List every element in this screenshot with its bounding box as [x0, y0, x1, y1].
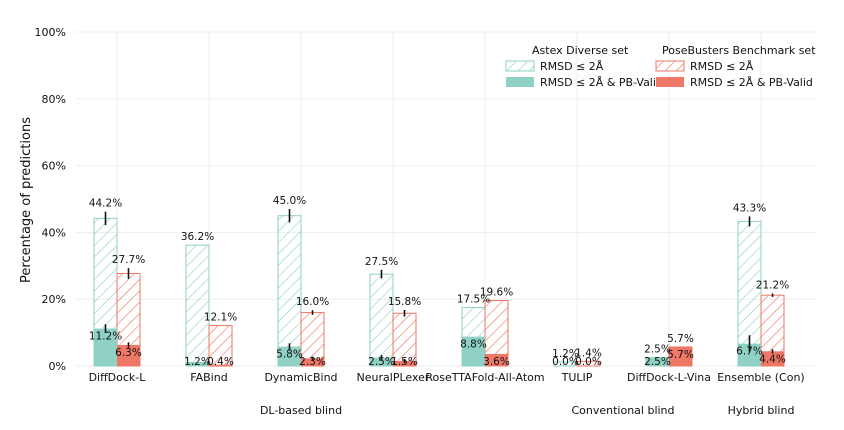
y-tick-label: 100%: [35, 26, 66, 39]
y-axis: 0% 20% 40% 60% 80% 100%: [35, 26, 66, 373]
value-label-astex-pbvalid: 2.5%: [368, 356, 395, 368]
value-label-pb-pbvalid: 2.3%: [299, 356, 326, 368]
value-label-pb-rmsd: 15.8%: [388, 296, 421, 308]
bar-astex-pbvalid: [186, 361, 209, 366]
value-label-pb-rmsd: 21.2%: [756, 280, 789, 292]
bar-astex-pbvalid: [370, 357, 393, 366]
legend-swatch-pb-pbvalid: [656, 77, 684, 87]
value-label-astex-rmsd: 27.5%: [365, 256, 398, 268]
legend-header-pb: PoseBusters Benchmark set: [662, 44, 816, 57]
bars: [93, 215, 785, 367]
value-label-astex-rmsd: 2.5%: [644, 344, 671, 356]
value-label-astex-rmsd: 17.5%: [457, 294, 490, 306]
bar-pb-pbvalid: [393, 360, 416, 366]
value-label-astex-rmsd: 1.2%: [552, 348, 579, 360]
y-tick-label: 0%: [49, 360, 66, 373]
x-tick-label: FABind: [190, 371, 227, 384]
value-label-pb-pbvalid: 0.4%: [207, 356, 234, 368]
bar-astex-rmsd: [369, 273, 394, 367]
legend-label-pb-rmsd: RMSD ≤ 2Å: [690, 60, 754, 73]
bar-astex-pbvalid: [738, 343, 761, 366]
value-label-pb-rmsd: 1.4%: [575, 347, 602, 359]
group-label: Hybrid blind: [728, 404, 795, 417]
x-tick-label: RoseTTAFold-All-Atom: [425, 371, 544, 384]
value-label-astex-pbvalid: 11.2%: [89, 331, 122, 343]
value-label-pb-pbvalid: 5.7%: [667, 349, 694, 361]
legend-label-pb-pbvalid: RMSD ≤ 2Å & PB-Valid: [690, 76, 813, 89]
y-tick-label: 60%: [42, 160, 66, 173]
x-tick-label: DiffDock-L: [89, 371, 147, 384]
value-label-astex-pbvalid: 2.5%: [644, 356, 671, 368]
value-label-pb-pbvalid: 1.5%: [391, 356, 418, 368]
legend-header-astex: Astex Diverse set: [532, 44, 629, 57]
legend-label-astex-pbvalid: RMSD ≤ 2Å & PB-Valid: [540, 76, 663, 89]
legend: Astex Diverse set PoseBusters Benchmark …: [505, 44, 816, 89]
x-tick-label: DiffDock-L-Vina: [627, 371, 711, 384]
value-label-pb-rmsd: 19.6%: [480, 287, 513, 299]
value-label-astex-rmsd: 43.3%: [733, 202, 766, 214]
bar-pb-pbvalid: [485, 353, 508, 366]
bar-pb-pbvalid: [209, 364, 232, 366]
legend-swatch-astex-pbvalid: [506, 77, 534, 87]
value-label-pb-pbvalid: 0.0%: [575, 356, 602, 368]
legend-swatch-astex-rmsd: [505, 60, 535, 72]
bar-pb-pbvalid: [117, 344, 140, 366]
bar-astex-pbvalid: [646, 357, 669, 366]
value-label-pb-rmsd: 16.0%: [296, 296, 329, 308]
value-label-astex-pbvalid: 5.8%: [276, 349, 303, 361]
value-label-pb-pbvalid: 3.6%: [483, 356, 510, 368]
value-label-astex-pbvalid: 8.8%: [460, 339, 487, 351]
bar-astex-rmsd: [185, 244, 210, 367]
bar-pb-rmsd: [576, 360, 601, 367]
y-axis-title: Percentage of predictions: [19, 117, 34, 283]
value-label-astex-pbvalid: 1.2%: [184, 356, 211, 368]
value-label-astex-pbvalid: 6.7%: [736, 346, 763, 358]
value-label-pb-rmsd: 5.7%: [667, 333, 694, 345]
value-label-pb-pbvalid: 6.3%: [115, 347, 142, 359]
value-label-astex-rmsd: 36.2%: [181, 231, 214, 243]
value-label-pb-rmsd: 27.7%: [112, 254, 145, 266]
bar-pb-pbvalid: [669, 346, 692, 366]
bar-pb-pbvalid: [301, 358, 324, 366]
value-label-astex-rmsd: 44.2%: [89, 198, 122, 210]
y-tick-label: 20%: [42, 293, 66, 306]
bar-astex-pbvalid: [462, 336, 485, 366]
value-label-pb-rmsd: 12.1%: [204, 312, 237, 324]
value-label-astex-pbvalid: 0.0%: [552, 356, 579, 368]
error-bars: [104, 209, 774, 363]
value-labels: 44.2% 36.2% 45.0% 27.5% 17.5% 1.2% 2.5% 43.3% 11…: [89, 195, 789, 368]
y-tick-label: 80%: [42, 93, 66, 106]
bar-astex-pbvalid: [278, 346, 301, 366]
y-tick-label: 40%: [42, 226, 66, 239]
x-tick-label: DynamicBind: [264, 371, 337, 384]
value-label-astex-rmsd: 45.0%: [273, 195, 306, 207]
legend-label-astex-rmsd: RMSD ≤ 2Å: [540, 60, 604, 73]
group-label: DL-based blind: [260, 404, 342, 417]
x-tick-label: Ensemble (Con): [717, 371, 804, 384]
x-tick-label: TULIP: [561, 371, 593, 384]
bar-astex-pbvalid: [94, 328, 117, 366]
x-axis: DiffDock-L FABind DynamicBind NeuralPLexerR…: [89, 371, 805, 417]
group-label: Conventional blind: [571, 404, 674, 417]
legend-swatch-pb-rmsd: [655, 60, 685, 72]
bar-pb-pbvalid: [761, 351, 784, 366]
value-label-pb-pbvalid: 4.4%: [759, 353, 786, 365]
x-tick-label: NeuralPLexer: [357, 371, 430, 384]
